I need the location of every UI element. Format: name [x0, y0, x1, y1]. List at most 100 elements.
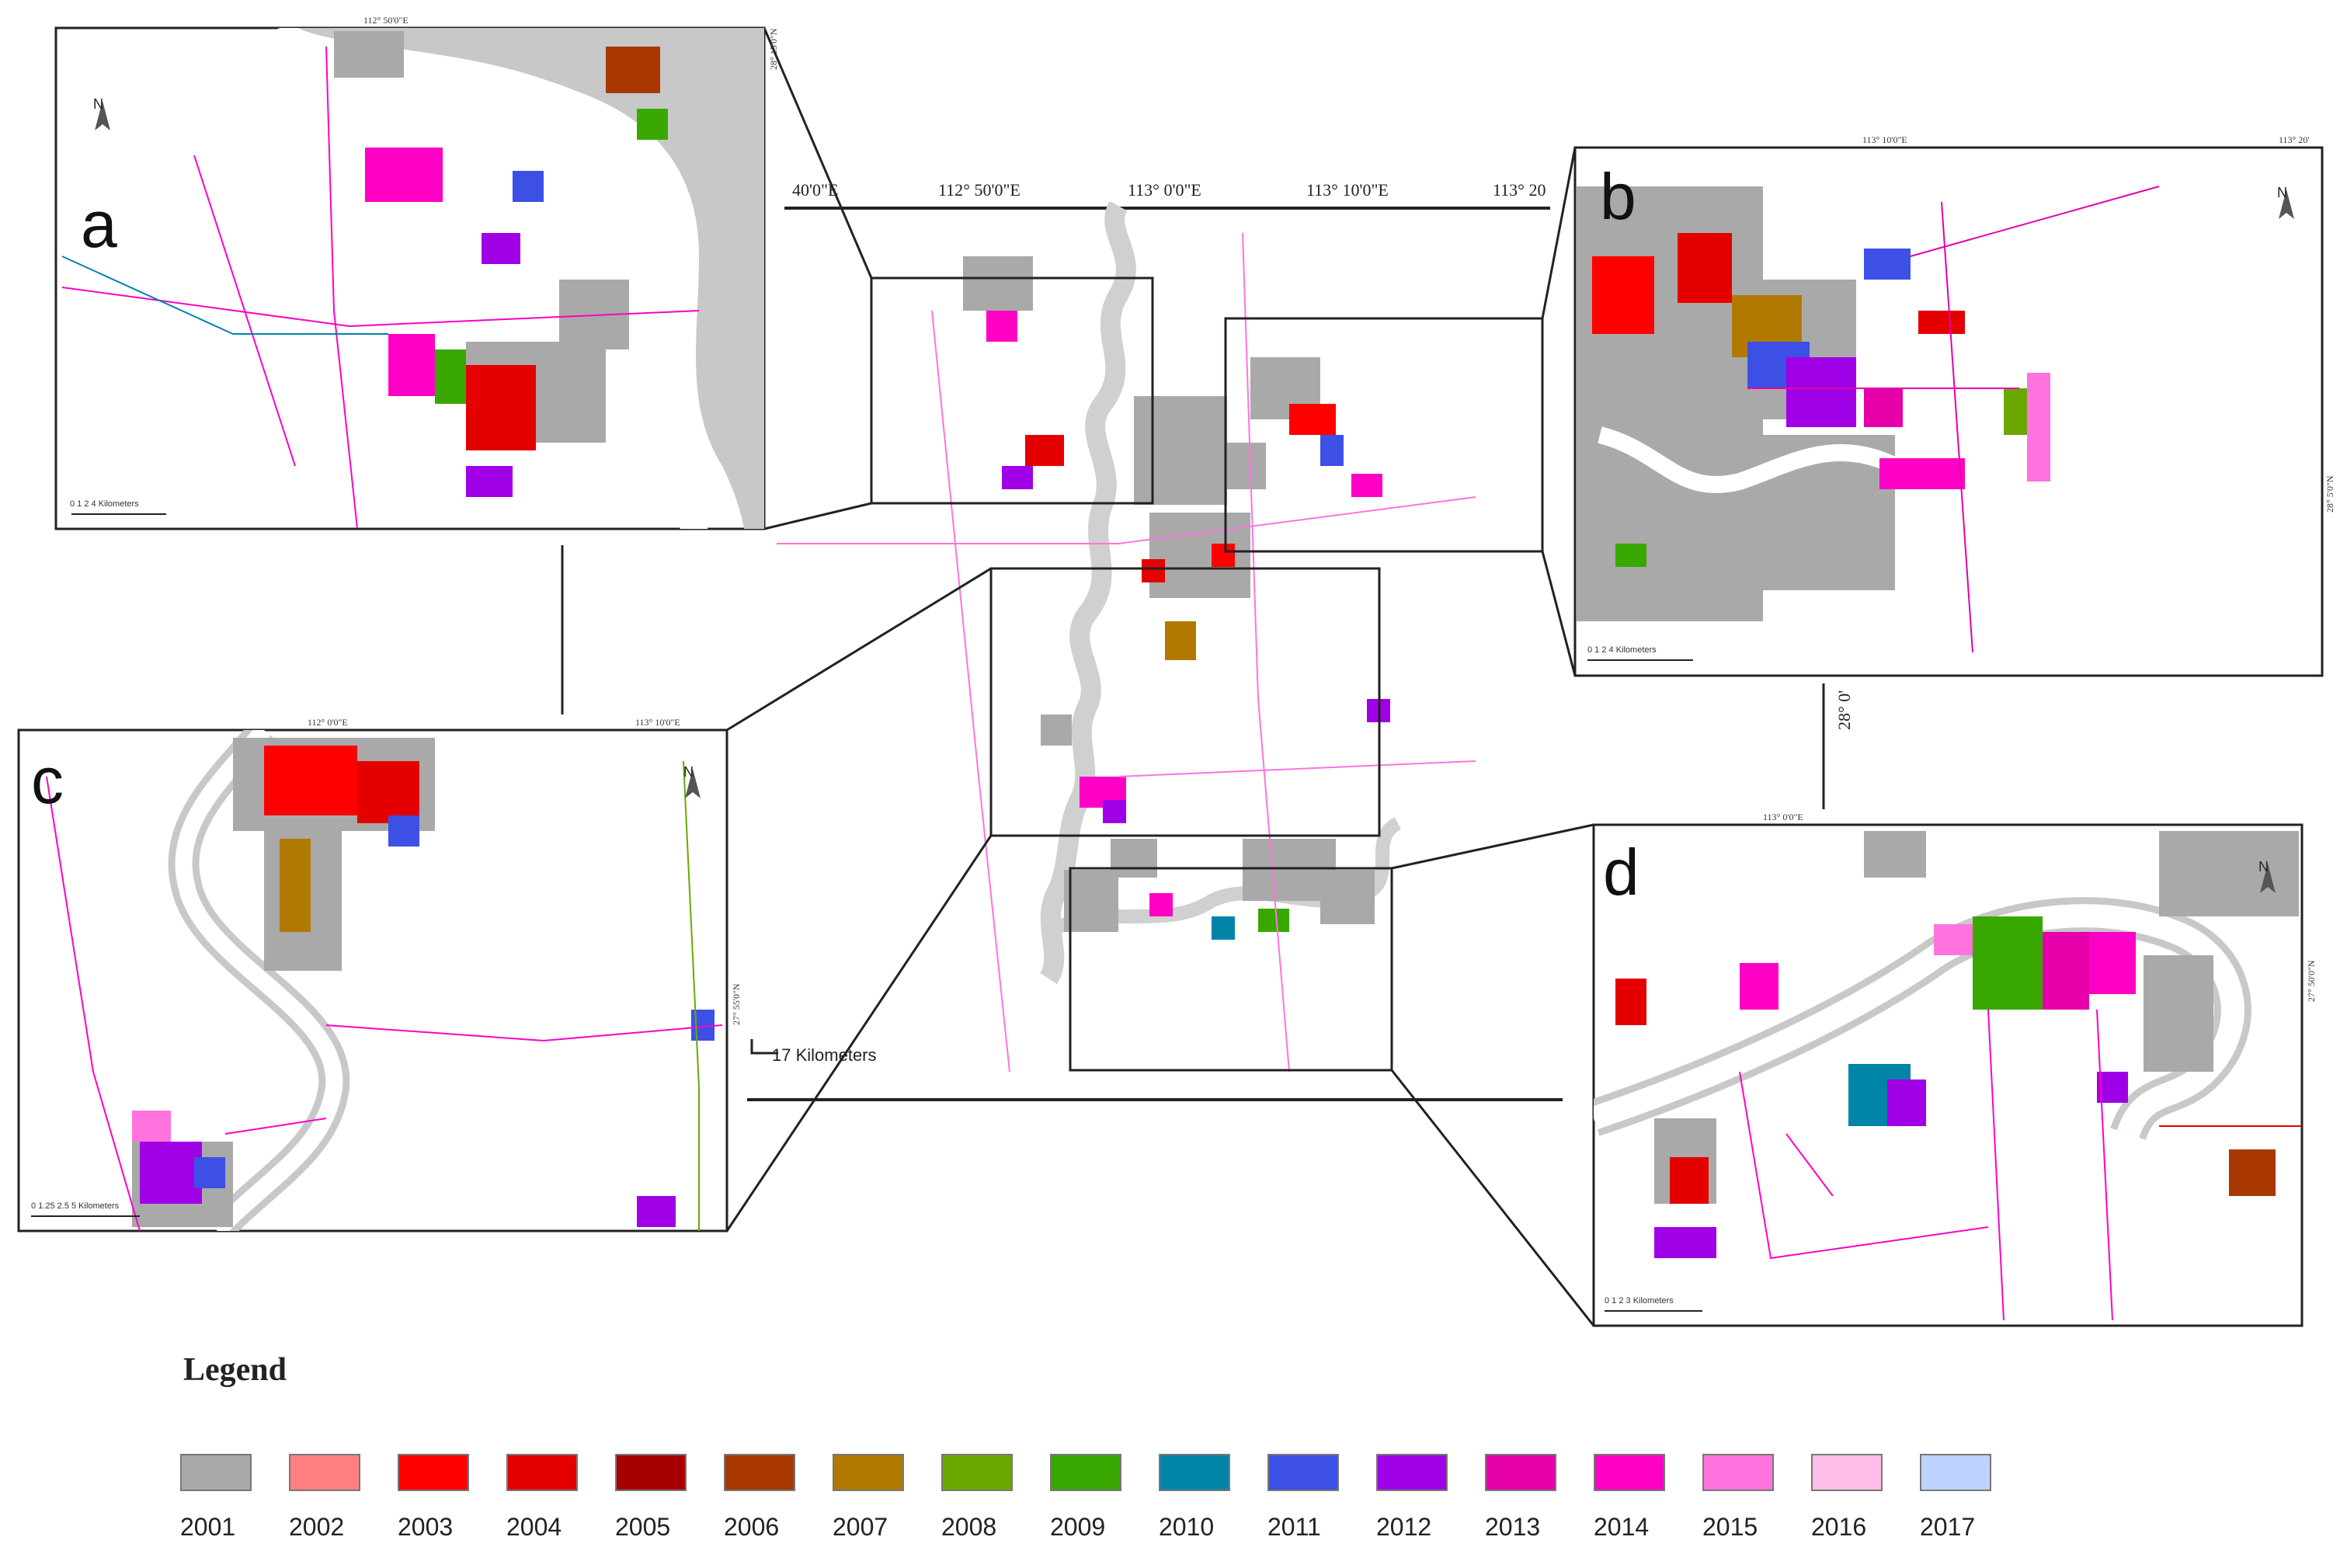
- inset-c-north-label: N: [683, 764, 694, 780]
- legend-swatch: [506, 1454, 578, 1491]
- main-growth-patches: [986, 311, 1390, 940]
- legend-year-label: 2011: [1267, 1513, 1321, 1541]
- inset-b-scale-bar: 0 1 2 4 Kilometers: [1587, 645, 1693, 661]
- inset-c-coord-side: 27° 55'0"N: [731, 983, 742, 1025]
- legend-swatch: [398, 1454, 469, 1491]
- legend-swatch: [615, 1454, 687, 1491]
- legend-swatch: [724, 1454, 795, 1491]
- legend-item-2014: 2014: [1594, 1454, 1668, 1547]
- legend-year-label: 2015: [1702, 1513, 1758, 1541]
- legend-item-2008: 2008: [941, 1454, 1016, 1547]
- legend-year-label: 2007: [833, 1513, 888, 1541]
- inset-b-letter: b: [1600, 160, 1636, 233]
- inset-b-north-arrow: N: [2277, 185, 2294, 219]
- main-map-body: [777, 202, 1476, 1073]
- inset-c-letter: c: [31, 744, 64, 817]
- legend-year-label: 2010: [1159, 1513, 1215, 1541]
- legend-item-2009: 2009: [1050, 1454, 1125, 1547]
- legend-title: Legend: [183, 1352, 287, 1388]
- legend-item-2015: 2015: [1702, 1454, 1777, 1547]
- main-box-d: [1069, 867, 1393, 1072]
- legend-year-label: 2014: [1594, 1513, 1650, 1541]
- inset-c-coord-top: 112° 0'0"E: [308, 717, 348, 728]
- inset-b-coord-side: 28° 5'0"N: [2324, 475, 2335, 513]
- legend-item-2010: 2010: [1159, 1454, 1233, 1547]
- inset-a-scale-bar: 0 1 2 4 Kilometers: [70, 499, 166, 515]
- main-side-latitude: 28° 0': [1834, 690, 1854, 730]
- legend-year-label: 2012: [1376, 1513, 1432, 1541]
- legend-swatch: [1376, 1454, 1448, 1491]
- inset-c-coord-top-right: 113° 10'0"E: [635, 717, 680, 728]
- legend-item-2007: 2007: [833, 1454, 907, 1547]
- connector-lines: [561, 27, 1825, 1326]
- main-river: [1039, 202, 1136, 985]
- legend-swatch: [1920, 1454, 1991, 1491]
- inset-b-scale-label: 0 1 2 4 Kilometers: [1587, 645, 1657, 655]
- inset-b-coord-top: 113° 10'0"E: [1862, 134, 1907, 145]
- legend-swatch: [1050, 1454, 1121, 1491]
- legend-swatch: [289, 1454, 360, 1491]
- inset-a-coord-top: 112° 50'0"E: [363, 15, 409, 26]
- legend-item-2017: 2017: [1920, 1454, 1994, 1547]
- inset-c: c 112° 0'0"E 113° 10'0"E 27° 55'0"N N 0 …: [17, 717, 742, 1232]
- legend-swatch: [1811, 1454, 1883, 1491]
- legend-item-2005: 2005: [615, 1454, 690, 1547]
- legend-item-2002: 2002: [289, 1454, 363, 1547]
- inset-d-north-label: N: [2258, 859, 2269, 874]
- main-box-a: [870, 276, 1154, 505]
- main-box-c: [989, 567, 1381, 837]
- legend-item-2003: 2003: [398, 1454, 472, 1547]
- main-coord-4: 113° 10'0"E: [1306, 180, 1389, 200]
- main-urban-areas: [963, 256, 1375, 932]
- legend-item-2001: 2001: [180, 1454, 255, 1547]
- legend-swatch: [1702, 1454, 1774, 1491]
- legend-swatch: [180, 1454, 252, 1491]
- inset-d-coord-top: 113° 0'0"E: [1763, 812, 1803, 822]
- legend-year-label: 2013: [1485, 1513, 1541, 1541]
- inset-d-scale-label: 0 1 2 3 Kilometers: [1605, 1296, 1674, 1306]
- main-scale-bar: 17 Kilometers: [750, 1039, 877, 1065]
- legend-item-2006: 2006: [724, 1454, 798, 1547]
- legend-year-label: 2003: [398, 1513, 454, 1541]
- legend: 2001 2002 2003 2004 2005 2006 2007 2008 2009 2010…: [180, 1454, 2044, 1547]
- main-coord-2: 112° 50'0"E: [938, 180, 1021, 200]
- inset-a-letter: a: [81, 188, 117, 261]
- inset-a-river: [280, 28, 764, 529]
- main-map-top-coordinates: 40'0"E 112° 50'0"E 113° 0'0"E 113° 10'0"…: [792, 180, 1546, 200]
- inset-a-north-arrow: N: [93, 96, 110, 130]
- main-roads: [777, 232, 1476, 1073]
- legend-item-2004: 2004: [506, 1454, 581, 1547]
- inset-c-north-arrow: N: [683, 764, 701, 798]
- legend-item-2016: 2016: [1811, 1454, 1886, 1547]
- legend-swatch: [1594, 1454, 1665, 1491]
- main-box-b: [1224, 317, 1544, 553]
- legend-year-label: 2009: [1050, 1513, 1106, 1541]
- legend-swatch: [941, 1454, 1013, 1491]
- legend-year-label: 2004: [506, 1513, 562, 1541]
- inset-d-letter: d: [1603, 836, 1639, 909]
- main-scale-label: 17 Kilometers: [772, 1045, 877, 1065]
- inset-b-coord-top-right: 113° 20': [2279, 134, 2310, 145]
- legend-year-label: 2017: [1920, 1513, 1976, 1541]
- legend-swatch: [1485, 1454, 1556, 1491]
- legend-item-2011: 2011: [1267, 1454, 1342, 1547]
- inset-d-north-arrow: N: [2258, 859, 2276, 893]
- inset-a: a 112° 50'0"E 28° 15'0"N N 0 1 2 4 Kilom…: [54, 15, 779, 530]
- inset-a-coord-side: 28° 15'0"N: [768, 28, 779, 70]
- main-map: 40'0"E 112° 50'0"E 113° 0'0"E 113° 10'0"…: [747, 180, 1563, 1101]
- legend-swatch: [1267, 1454, 1339, 1491]
- legend-year-label: 2006: [724, 1513, 780, 1541]
- main-coord-3: 113° 0'0"E: [1128, 180, 1201, 200]
- inset-d-coord-side: 27° 50'0"N: [2306, 960, 2317, 1002]
- inset-c-scale-label: 0 1.25 2.5 5 Kilometers: [31, 1201, 120, 1211]
- inset-c-scale-bar: 0 1.25 2.5 5 Kilometers: [31, 1201, 140, 1217]
- main-coord-5: 113° 20: [1493, 180, 1546, 200]
- inset-d-scale-bar: 0 1 2 3 Kilometers: [1605, 1296, 1702, 1312]
- inset-d: d 113° 0'0"E 27° 50'0"N N 0 1 2 3 Kilome…: [1592, 812, 2317, 1327]
- inset-a-scale-label: 0 1 2 4 Kilometers: [70, 499, 139, 509]
- legend-year-label: 2008: [941, 1513, 997, 1541]
- legend-item-2013: 2013: [1485, 1454, 1559, 1547]
- inset-b: b 113° 10'0"E 113° 20' 28° 5'0"N N 0 1 2…: [1573, 134, 2335, 677]
- inset-b-north-label: N: [2277, 185, 2287, 200]
